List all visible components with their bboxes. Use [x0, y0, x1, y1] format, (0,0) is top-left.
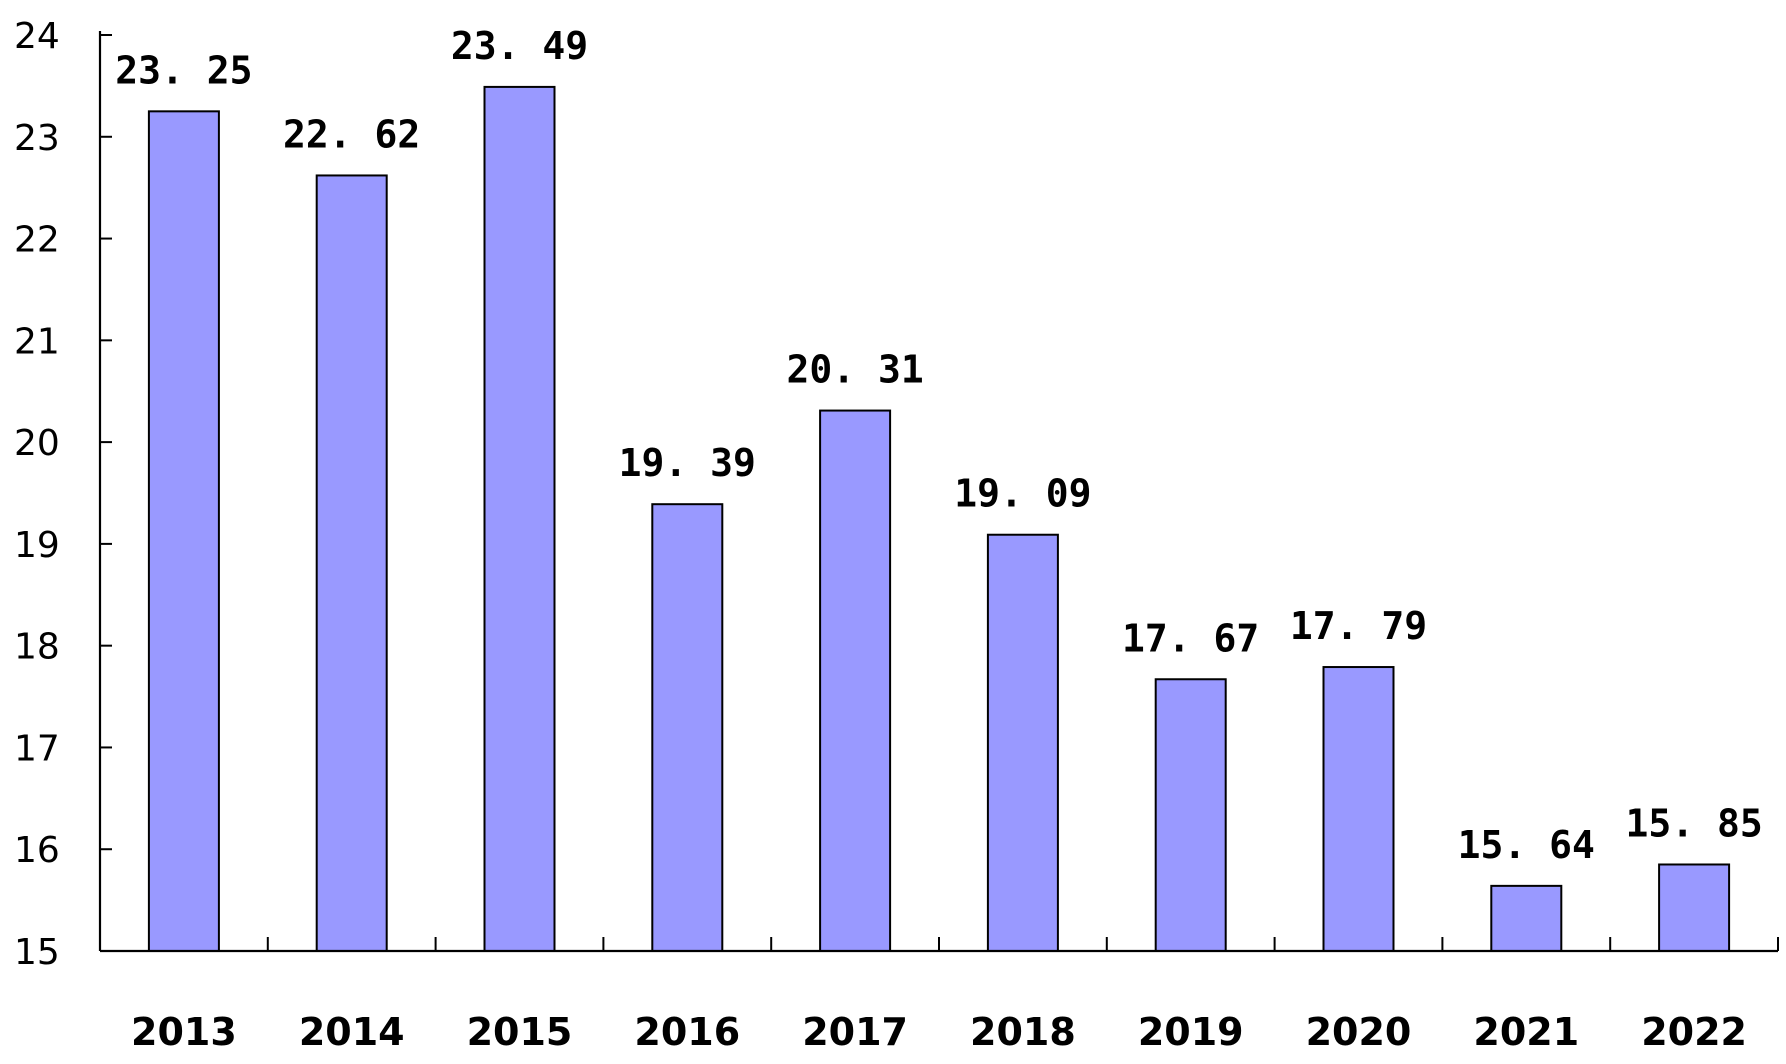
- y-axis-ticks: 15 16 17 18 19 20 21 22 23 24: [14, 16, 112, 973]
- y-tick-label: 23: [14, 118, 60, 159]
- x-tick-label-2015: 2015: [467, 1010, 573, 1054]
- data-label-2017: 20. 31: [786, 348, 923, 392]
- bar-2018: [986, 533, 1059, 952]
- data-label-2018: 19. 09: [954, 472, 1091, 516]
- x-tick-label-2022: 2022: [1641, 1010, 1747, 1054]
- bar-2015: [483, 85, 556, 952]
- bar-2021: [1490, 884, 1563, 953]
- y-tick-label: 24: [14, 16, 60, 57]
- bar-2019: [1154, 678, 1227, 953]
- bar-2013: [147, 110, 220, 953]
- x-tick-label-2021: 2021: [1473, 1010, 1579, 1054]
- data-label-2019: 17. 67: [1122, 616, 1259, 660]
- bar-2017: [819, 409, 892, 952]
- x-tick-label-2017: 2017: [802, 1010, 908, 1054]
- y-tick-label: 19: [14, 525, 60, 566]
- bar-2020: [1322, 666, 1395, 952]
- x-tick-label-2020: 2020: [1306, 1010, 1412, 1054]
- x-tick-label-2013: 2013: [131, 1010, 237, 1054]
- data-label-2013: 23. 25: [115, 48, 252, 92]
- y-tick-label: 22: [14, 220, 60, 261]
- data-label-2021: 15. 64: [1458, 823, 1595, 867]
- bar-2016: [651, 503, 724, 952]
- x-tick-label-2014: 2014: [299, 1010, 405, 1054]
- data-label-2020: 17. 79: [1290, 604, 1427, 648]
- data-label-2014: 22. 62: [283, 112, 420, 156]
- bars: [147, 85, 1731, 953]
- bar-2014: [315, 174, 388, 953]
- x-axis-ticks: [266, 937, 1779, 951]
- data-label-2016: 19. 39: [619, 441, 756, 485]
- x-tick-label-2019: 2019: [1138, 1010, 1244, 1054]
- y-tick-label: 20: [14, 423, 60, 464]
- data-label-2022: 15. 85: [1625, 801, 1762, 845]
- y-tick-label: 15: [14, 932, 60, 973]
- y-tick-label: 21: [14, 321, 60, 362]
- data-label-2015: 23. 49: [451, 24, 588, 68]
- y-tick-label: 17: [14, 728, 60, 769]
- y-tick-label: 18: [14, 627, 60, 668]
- bar-2022: [1658, 863, 1731, 952]
- y-tick-label: 16: [14, 830, 60, 871]
- x-tick-label-2018: 2018: [970, 1010, 1076, 1054]
- x-tick-label-2016: 2016: [634, 1010, 740, 1054]
- data-labels: 23. 25 2013 22. 62 2014 23. 49 2015 19. 39 2016…: [115, 24, 1762, 1054]
